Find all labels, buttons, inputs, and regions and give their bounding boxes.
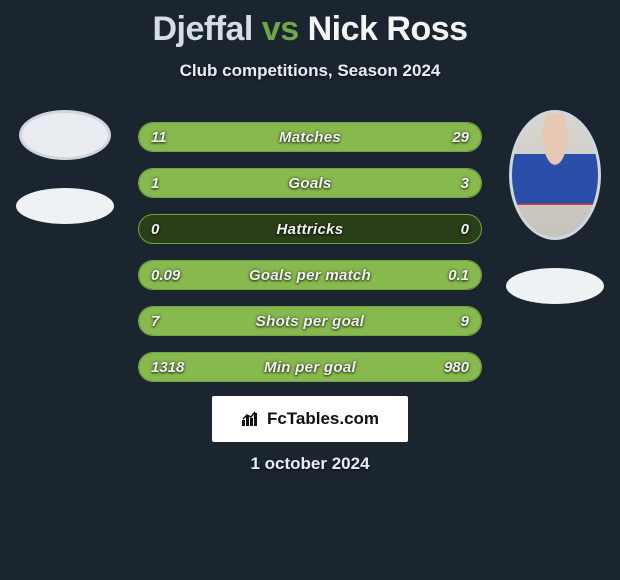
player2-name: Nick Ross [308, 10, 468, 48]
stat-row: 11Matches29 [138, 122, 482, 152]
subtitle: Club competitions, Season 2024 [0, 61, 620, 81]
date-text: 1 october 2024 [0, 454, 620, 474]
stat-row: 1318Min per goal980 [138, 352, 482, 382]
branding-badge: FcTables.com [212, 396, 408, 442]
stat-value-right: 29 [452, 123, 469, 151]
player1-column [10, 110, 120, 304]
stat-label: Matches [139, 123, 481, 151]
stat-value-right: 3 [461, 169, 469, 197]
stat-row: 1Goals3 [138, 168, 482, 198]
player1-name: Djeffal [152, 10, 252, 48]
stat-value-right: 9 [461, 307, 469, 335]
comparison-title: Djeffal vs Nick Ross [0, 0, 620, 49]
player2-flag [506, 268, 604, 304]
player1-avatar [19, 110, 111, 160]
stat-bars: 11Matches29 1Goals3 0Hattricks0 0.09Goals p… [138, 122, 482, 398]
stat-value-right: 0 [461, 215, 469, 243]
stat-label: Goals per match [139, 261, 481, 289]
branding-text: FcTables.com [267, 409, 379, 429]
stat-label: Min per goal [139, 353, 481, 381]
player2-avatar [509, 110, 601, 240]
chart-icon [241, 411, 261, 427]
stat-row: 0.09Goals per match0.1 [138, 260, 482, 290]
vs-text: vs [262, 10, 299, 48]
stat-row: 7Shots per goal9 [138, 306, 482, 336]
stat-label: Goals [139, 169, 481, 197]
stat-label: Hattricks [139, 215, 481, 243]
player1-flag [16, 188, 114, 224]
stat-label: Shots per goal [139, 307, 481, 335]
stat-value-right: 0.1 [448, 261, 469, 289]
player2-column [500, 110, 610, 304]
stat-value-right: 980 [444, 353, 469, 381]
stat-row: 0Hattricks0 [138, 214, 482, 244]
